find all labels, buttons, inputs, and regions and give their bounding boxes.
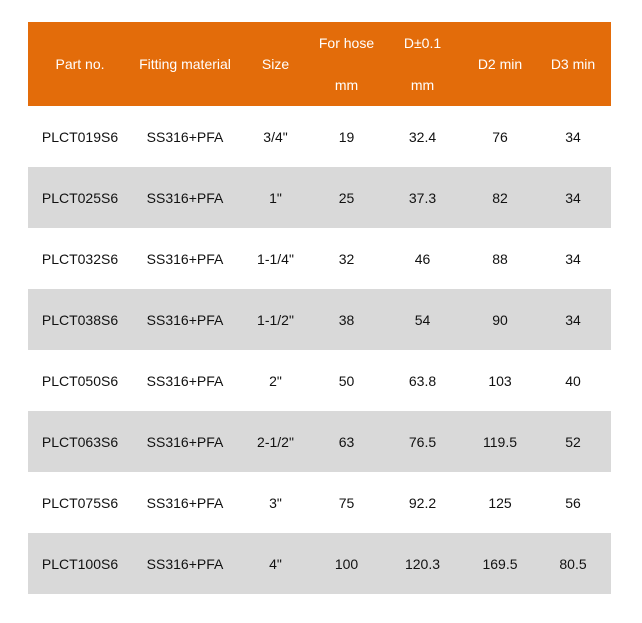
table-row: PLCT050S6 SS316+PFA 2" 50 63.8 103 40 <box>28 350 611 411</box>
table-row: PLCT019S6 SS316+PFA 3/4" 19 32.4 76 34 <box>28 106 611 167</box>
table-cell: 1-1/4" <box>257 250 294 267</box>
table-cell: 37.3 <box>380 167 465 228</box>
table-cell: 25 <box>313 167 380 228</box>
table-cell: SS316+PFA <box>146 494 224 511</box>
table-row: PLCT038S6 SS316+PFA 1-1/2" 38 54 90 34 <box>28 289 611 350</box>
table-cell: 52 <box>535 411 611 472</box>
table-cell: 40 <box>565 372 581 389</box>
table-row: PLCT063S6 SS316+PFA 2-1/2" 63 76.5 119.5 52 <box>28 411 611 472</box>
column-header-label: Part no. <box>55 56 105 72</box>
column-header: Part no. <box>28 22 132 106</box>
table-cell: 63 <box>313 411 380 472</box>
table-cell: 4" <box>238 533 313 594</box>
column-header-unit: mm <box>410 77 435 93</box>
table-cell: 19 <box>338 128 355 145</box>
table-cell: PLCT100S6 <box>28 533 132 594</box>
table-row: PLCT032S6 SS316+PFA 1-1/4" 32 46 88 34 <box>28 228 611 289</box>
column-header: For hose mm <box>313 22 380 106</box>
table-body: PLCT019S6 SS316+PFA 3/4" 19 32.4 76 34 PLCT025S… <box>28 106 611 594</box>
table-cell: PLCT075S6 <box>41 494 119 511</box>
table-cell: 54 <box>380 289 465 350</box>
table-row: PLCT025S6 SS316+PFA 1" 25 37.3 82 34 <box>28 167 611 228</box>
table-cell: 90 <box>465 289 535 350</box>
table-cell: 100 <box>313 533 380 594</box>
table-row: PLCT100S6 SS316+PFA 4" 100 120.3 169.5 80.5 <box>28 533 611 594</box>
product-spec-table: Part no. Fitting material Size For hose mm D±… <box>28 22 611 594</box>
table-cell: 120.3 <box>380 533 465 594</box>
table-cell: 32 <box>338 250 355 267</box>
table-cell: 34 <box>535 289 611 350</box>
table-cell: 46 <box>414 250 431 267</box>
table-cell: 103 <box>488 372 512 389</box>
column-header-label: For hose <box>318 35 375 51</box>
column-header-label: D2 min <box>477 56 523 72</box>
table-cell: SS316+PFA <box>132 533 238 594</box>
column-header-label: Fitting material <box>139 56 231 72</box>
table-cell: 3/4" <box>263 128 288 145</box>
table-cell: 80.5 <box>535 533 611 594</box>
column-header: Size <box>238 22 313 106</box>
table-cell: 34 <box>535 167 611 228</box>
header-row: Part no. Fitting material Size For hose mm D±… <box>28 22 611 106</box>
column-header-label: D3 min <box>550 56 596 72</box>
table-cell: PLCT050S6 <box>41 372 119 389</box>
table-cell: SS316+PFA <box>146 372 224 389</box>
table-cell: PLCT025S6 <box>28 167 132 228</box>
table-cell: 2" <box>269 372 282 389</box>
table-cell: 2-1/2" <box>238 411 313 472</box>
table-cell: PLCT032S6 <box>41 250 119 267</box>
table-cell: 56 <box>565 494 581 511</box>
table-cell: SS316+PFA <box>132 167 238 228</box>
table-cell: 125 <box>488 494 512 511</box>
table-cell: 88 <box>492 250 508 267</box>
table-cell: 76 <box>492 128 508 145</box>
table-cell: 63.8 <box>408 372 437 389</box>
table-cell: 38 <box>313 289 380 350</box>
table-cell: SS316+PFA <box>146 128 224 145</box>
table-cell: 75 <box>338 494 355 511</box>
table-cell: 76.5 <box>380 411 465 472</box>
table-cell: SS316+PFA <box>146 250 224 267</box>
table-cell: 50 <box>338 372 355 389</box>
table-cell: PLCT038S6 <box>28 289 132 350</box>
table-cell: 92.2 <box>408 494 437 511</box>
table-cell: 32.4 <box>408 128 437 145</box>
table-cell: PLCT019S6 <box>41 128 119 145</box>
column-header-label: Size <box>261 56 290 72</box>
table-cell: 169.5 <box>465 533 535 594</box>
column-header: D±0.1 mm <box>380 22 465 106</box>
table-cell: 1-1/2" <box>238 289 313 350</box>
table-cell: SS316+PFA <box>132 289 238 350</box>
table-cell: 34 <box>565 250 581 267</box>
table-cell: PLCT063S6 <box>28 411 132 472</box>
column-header: D2 min <box>465 22 535 106</box>
column-header: D3 min <box>535 22 611 106</box>
table-cell: 1" <box>238 167 313 228</box>
table-row: PLCT075S6 SS316+PFA 3" 75 92.2 125 56 <box>28 472 611 533</box>
column-header-unit: mm <box>334 77 359 93</box>
table-cell: 34 <box>565 128 581 145</box>
table-cell: 119.5 <box>465 411 535 472</box>
column-header-label: D±0.1 <box>403 35 442 51</box>
column-header: Fitting material <box>132 22 238 106</box>
table-cell: 3" <box>269 494 282 511</box>
table-cell: 82 <box>465 167 535 228</box>
table-cell: SS316+PFA <box>132 411 238 472</box>
